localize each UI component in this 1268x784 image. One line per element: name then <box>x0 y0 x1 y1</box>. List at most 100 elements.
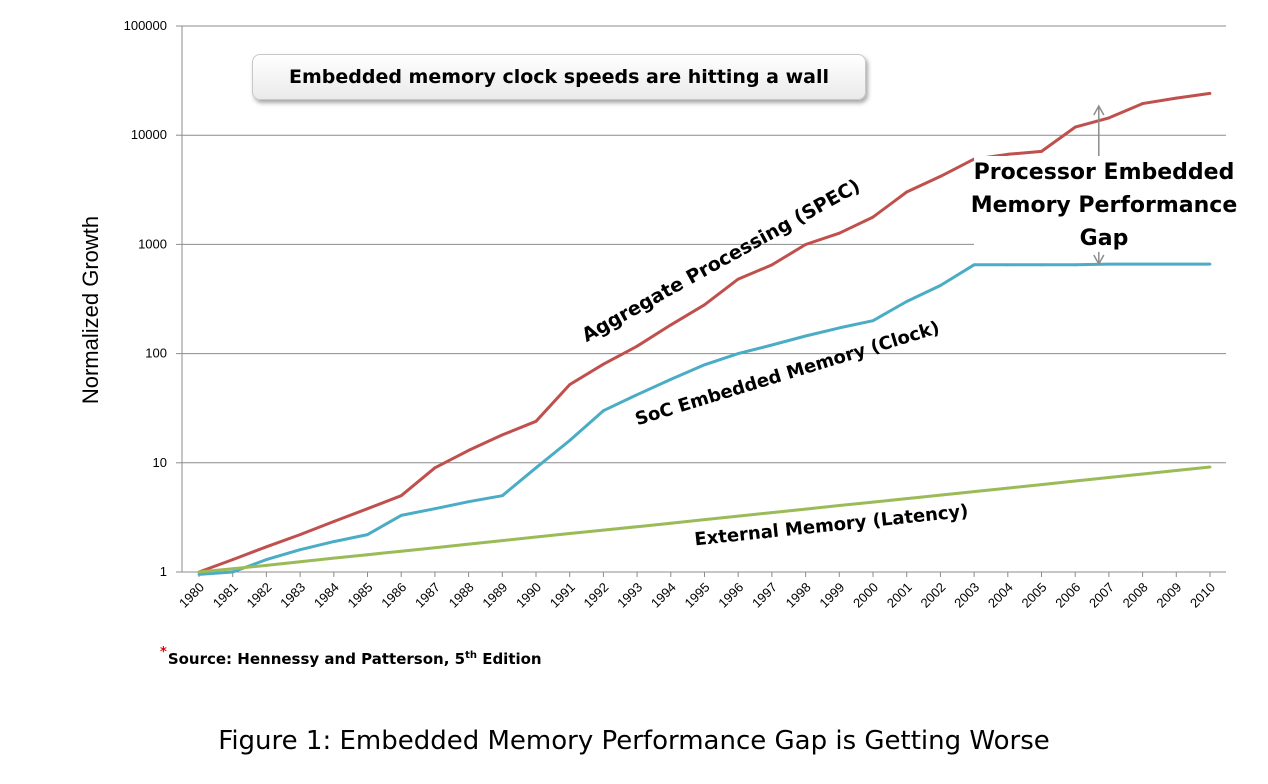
gap-label-line: Memory Performance <box>971 193 1238 218</box>
data-point <box>602 362 605 366</box>
data-point <box>265 545 268 549</box>
x-tick-label: 1986 <box>378 580 409 611</box>
data-point <box>433 466 437 470</box>
source-note: *Source: Hennessy and Patterson, 5th Edi… <box>160 645 542 668</box>
data-point <box>332 556 336 560</box>
data-point <box>703 518 706 521</box>
source-suffix: Edition <box>476 650 542 668</box>
data-point <box>500 539 504 542</box>
data-point <box>433 507 437 511</box>
data-point <box>399 549 403 553</box>
data-point <box>366 533 369 537</box>
data-point <box>467 500 470 504</box>
y-tick-label: 10 <box>153 455 167 470</box>
data-point <box>972 490 976 493</box>
grid-lines <box>182 25 1226 464</box>
x-tick-label: 1980 <box>176 580 207 611</box>
data-point <box>1141 472 1144 476</box>
y-tick-label: 100 <box>145 346 167 361</box>
data-point <box>197 570 201 574</box>
data-point <box>568 532 572 535</box>
data-point <box>804 507 807 511</box>
y-tick-label: 1000 <box>138 236 167 251</box>
data-point <box>534 466 538 470</box>
headline-callout: Embedded memory clock speeds are hitting… <box>252 54 866 100</box>
data-point <box>905 497 909 501</box>
data-point <box>298 548 302 552</box>
axes <box>176 25 1226 577</box>
x-tick-label: 1996 <box>715 580 746 611</box>
data-point <box>332 540 336 543</box>
x-tick-label: 2010 <box>1187 580 1218 611</box>
x-tick-label: 2009 <box>1153 580 1184 611</box>
data-point <box>871 215 875 219</box>
data-point <box>1073 263 1077 267</box>
data-point <box>905 300 909 303</box>
data-point <box>736 277 740 281</box>
data-point <box>905 190 909 194</box>
data-point <box>467 448 470 452</box>
x-tick-label: 2000 <box>850 580 881 611</box>
y-tick-label: 100000 <box>124 18 167 33</box>
data-point <box>1174 262 1178 266</box>
data-point <box>1006 263 1010 267</box>
y-tick-labels: 1 10 100 1000 10000 100000 <box>124 18 167 579</box>
x-tick-label: 1983 <box>277 580 308 611</box>
data-point <box>871 500 875 504</box>
data-point <box>635 344 639 348</box>
x-tick-label: 2001 <box>884 580 915 611</box>
series-label-0: Aggregate Processing (SPEC) <box>578 175 864 347</box>
data-point <box>837 504 841 507</box>
x-tick-label: 1989 <box>479 580 510 611</box>
data-point <box>635 525 639 529</box>
y-tick-label: 10000 <box>131 127 167 142</box>
data-point <box>197 573 201 576</box>
data-point <box>635 393 639 397</box>
gap-annotation: Processor Embedded Memory Performance Gap <box>971 104 1238 266</box>
source-marker: * <box>160 645 167 660</box>
x-tick-label: 1982 <box>243 580 274 611</box>
data-point <box>871 319 875 323</box>
data-point <box>1107 476 1111 479</box>
data-point <box>1174 469 1178 472</box>
data-point <box>231 558 235 561</box>
data-point <box>366 507 369 511</box>
x-tick-label: 2002 <box>917 580 948 611</box>
data-point <box>669 323 673 327</box>
data-point <box>568 439 572 442</box>
data-point <box>770 511 774 514</box>
source-superscript: th <box>465 650 477 661</box>
data-point <box>265 563 268 567</box>
x-tick-label: 1998 <box>783 580 814 611</box>
y-tick-label: 1 <box>160 564 167 579</box>
data-point <box>265 558 268 561</box>
data-point <box>568 383 572 387</box>
data-point <box>332 520 336 523</box>
data-point <box>703 363 706 367</box>
data-point <box>1073 125 1077 129</box>
data-point <box>669 378 673 381</box>
data-point <box>1040 149 1043 153</box>
x-tick-label: 1985 <box>345 580 376 611</box>
x-tick-label: 2006 <box>1052 580 1083 611</box>
x-tick-label: 1993 <box>614 580 645 611</box>
data-point <box>467 542 470 546</box>
data-point <box>1107 262 1111 266</box>
data-point <box>1208 465 1212 469</box>
x-tick-label: 1990 <box>513 580 544 611</box>
data-point <box>804 334 807 338</box>
data-point <box>602 409 605 413</box>
data-point <box>1006 486 1010 490</box>
x-tick-label: 1987 <box>412 580 443 611</box>
x-tick-labels: 1980 1981 1982 1983 1984 1985 1986 1987 1988 1989… <box>176 580 1218 611</box>
data-point <box>1073 479 1077 483</box>
data-point <box>1208 262 1212 266</box>
series-label-2: External Memory (Latency) <box>693 501 969 551</box>
data-point <box>1006 152 1010 156</box>
data-point <box>231 570 235 574</box>
data-point <box>602 528 605 532</box>
source-text: Source: Hennessy and Patterson, 5 <box>167 650 466 668</box>
data-point <box>736 352 740 355</box>
data-point <box>1040 483 1043 486</box>
data-point <box>500 433 504 437</box>
